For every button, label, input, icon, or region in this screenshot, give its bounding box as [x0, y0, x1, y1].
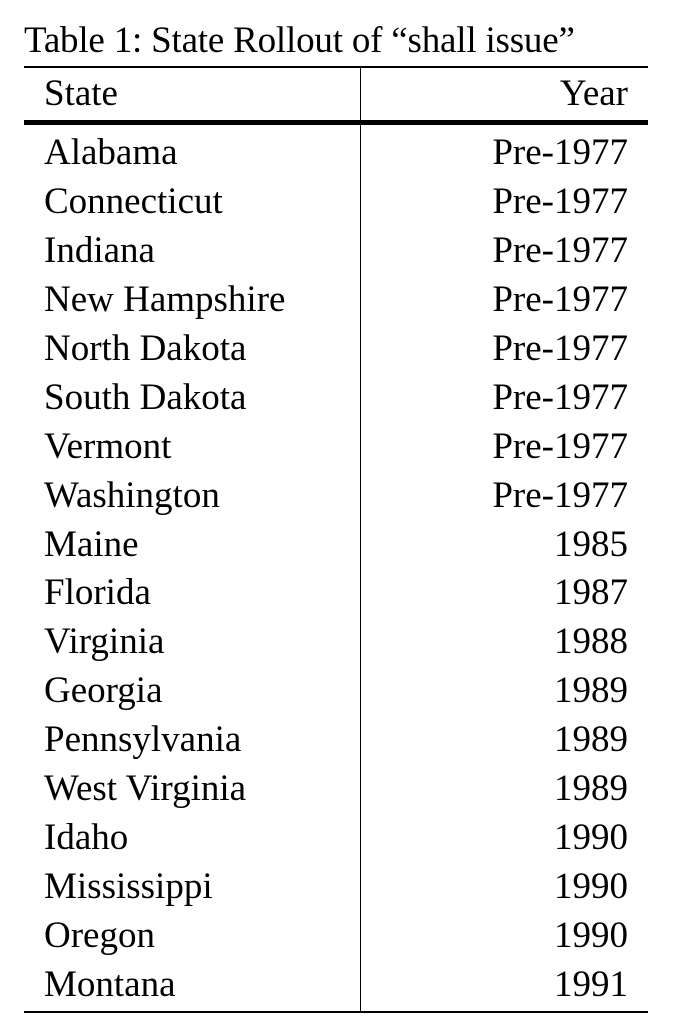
- table-header: State Year: [24, 67, 648, 123]
- year-cell: Pre-1977: [360, 373, 648, 422]
- table-row: Alabama Pre-1977: [24, 123, 648, 178]
- table-row: North Dakota Pre-1977: [24, 325, 648, 374]
- state-cell: Montana: [24, 960, 360, 1012]
- year-cell: 1989: [360, 667, 648, 716]
- table-row: Montana 1991: [24, 960, 648, 1012]
- year-cell: 1990: [360, 813, 648, 862]
- year-cell: 1990: [360, 862, 648, 911]
- year-cell: Pre-1977: [360, 422, 648, 471]
- state-cell: Virginia: [24, 618, 360, 667]
- year-cell: Pre-1977: [360, 123, 648, 178]
- table-row: Vermont Pre-1977: [24, 422, 648, 471]
- year-cell: 1991: [360, 960, 648, 1012]
- table-row: Mississippi 1990: [24, 862, 648, 911]
- table-row: Connecticut Pre-1977: [24, 178, 648, 227]
- year-cell: Pre-1977: [360, 325, 648, 374]
- table-row: New Hampshire Pre-1977: [24, 276, 648, 325]
- header-row: State Year: [24, 67, 648, 123]
- year-cell: Pre-1977: [360, 227, 648, 276]
- table-caption: Table 1: State Rollout of “shall issue”: [24, 18, 648, 66]
- table-body: Alabama Pre-1977 Connecticut Pre-1977 Indian…: [24, 123, 648, 1013]
- state-cell: Connecticut: [24, 178, 360, 227]
- state-cell: Washington: [24, 471, 360, 520]
- rollout-table: State Year Alabama Pre-1977 Connecticut Pre…: [24, 66, 648, 1013]
- table-row: Florida 1987: [24, 569, 648, 618]
- year-cell: 1988: [360, 618, 648, 667]
- year-cell: 1987: [360, 569, 648, 618]
- state-cell: Vermont: [24, 422, 360, 471]
- table-row: Virginia 1988: [24, 618, 648, 667]
- state-cell: Indiana: [24, 227, 360, 276]
- table-row: Maine 1985: [24, 520, 648, 569]
- year-cell: 1990: [360, 911, 648, 960]
- state-cell: Mississippi: [24, 862, 360, 911]
- table-row: Washington Pre-1977: [24, 471, 648, 520]
- year-cell: 1989: [360, 765, 648, 814]
- state-cell: Alabama: [24, 123, 360, 178]
- table-row: South Dakota Pre-1977: [24, 373, 648, 422]
- year-cell: 1985: [360, 520, 648, 569]
- rollout-table-container: Table 1: State Rollout of “shall issue” …: [24, 18, 648, 1013]
- state-cell: Florida: [24, 569, 360, 618]
- year-cell: Pre-1977: [360, 178, 648, 227]
- state-cell: North Dakota: [24, 325, 360, 374]
- state-cell: South Dakota: [24, 373, 360, 422]
- table-row: Idaho 1990: [24, 813, 648, 862]
- column-header-year: Year: [360, 67, 648, 123]
- state-cell: Idaho: [24, 813, 360, 862]
- state-cell: Oregon: [24, 911, 360, 960]
- state-cell: West Virginia: [24, 765, 360, 814]
- column-header-state: State: [24, 67, 360, 123]
- year-cell: Pre-1977: [360, 471, 648, 520]
- state-cell: Pennsylvania: [24, 716, 360, 765]
- state-cell: New Hampshire: [24, 276, 360, 325]
- year-cell: 1989: [360, 716, 648, 765]
- state-cell: Georgia: [24, 667, 360, 716]
- state-cell: Maine: [24, 520, 360, 569]
- table-row: Oregon 1990: [24, 911, 648, 960]
- table-row: Indiana Pre-1977: [24, 227, 648, 276]
- year-cell: Pre-1977: [360, 276, 648, 325]
- table-row: West Virginia 1989: [24, 765, 648, 814]
- table-row: Pennsylvania 1989: [24, 716, 648, 765]
- table-row: Georgia 1989: [24, 667, 648, 716]
